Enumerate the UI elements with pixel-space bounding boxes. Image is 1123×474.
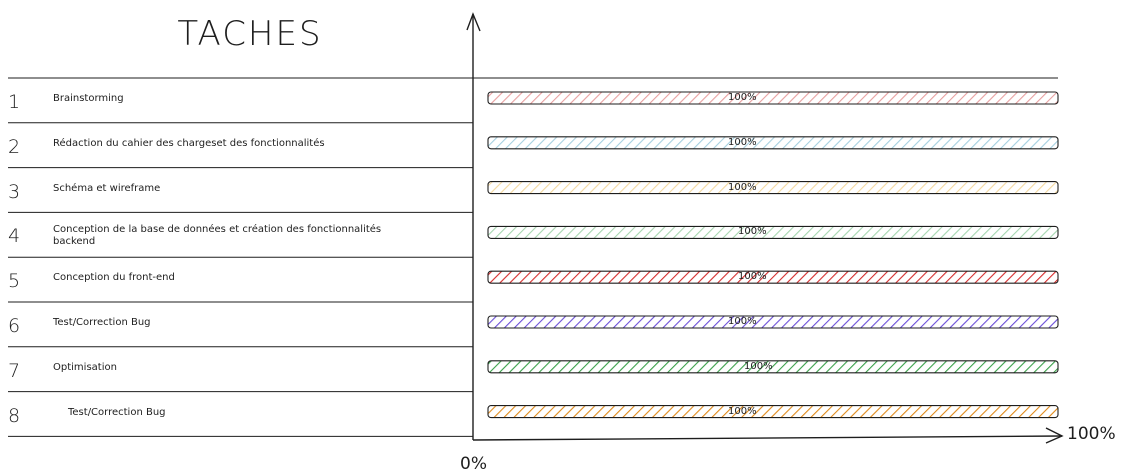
task-label: Conception du front-end [53, 272, 175, 284]
y-axis-arrow [466, 12, 481, 32]
table-row: 6 Test/Correction Bug [0, 302, 468, 347]
row-number: 5 [8, 270, 21, 293]
bar-6 [487, 315, 1059, 329]
table-row: 2 Rédaction du cahier des chargeset des f… [0, 123, 468, 168]
table-row: 1 Brainstorming [0, 78, 468, 123]
task-label: Rédaction du cahier des chargeset des fo… [53, 137, 325, 149]
table-row: 3 Schéma et wireframe [0, 168, 468, 213]
bar-3 [487, 181, 1059, 195]
row-number: 6 [8, 315, 21, 337]
table-row: 7 Optimisation [0, 347, 468, 392]
task-label: Test/Correction Bug [68, 406, 166, 418]
task-label: Test/Correction Bug [53, 317, 151, 328]
bar-5 [487, 270, 1059, 284]
bar-8 [487, 405, 1059, 419]
bar-value-label: 100% [738, 226, 767, 238]
bar-value-label: 100% [744, 360, 773, 372]
bar-value-label: 100% [728, 405, 757, 417]
bar-value-label: 100% [738, 271, 767, 283]
bar-value-label: 100% [728, 316, 757, 327]
bar-7 [487, 360, 1059, 374]
table-row: 8 Test/Correction Bug [0, 392, 468, 437]
task-label: Optimisation [53, 361, 117, 373]
x-axis-end-label: 100% [1067, 424, 1116, 444]
x-axis-arrow [1045, 427, 1064, 444]
table-row: 4 Conception de la base de données et cré… [0, 212, 468, 257]
row-number: 7 [8, 359, 21, 382]
bar-value-label: 100% [728, 181, 757, 193]
table-row: 5 Conception du front-end [0, 257, 468, 302]
bar-2 [487, 136, 1059, 150]
x-axis [472, 435, 1063, 441]
page-title: TACHES [177, 14, 323, 54]
bar-4 [487, 225, 1059, 239]
row-number: 2 [8, 135, 21, 158]
bar-1 [487, 91, 1059, 105]
row-number: 8 [8, 404, 21, 427]
bar-value-label: 100% [728, 92, 757, 103]
task-label: Brainstorming [53, 93, 124, 104]
x-axis-start-label: 0% [460, 454, 487, 474]
bar-value-label: 100% [728, 136, 757, 148]
task-label: Schéma et wireframe [53, 182, 161, 194]
task-label: Conception de la base de données et créa… [53, 224, 382, 248]
row-number: 1 [8, 91, 21, 113]
row-number: 4 [8, 225, 21, 248]
row-number: 3 [8, 180, 21, 203]
